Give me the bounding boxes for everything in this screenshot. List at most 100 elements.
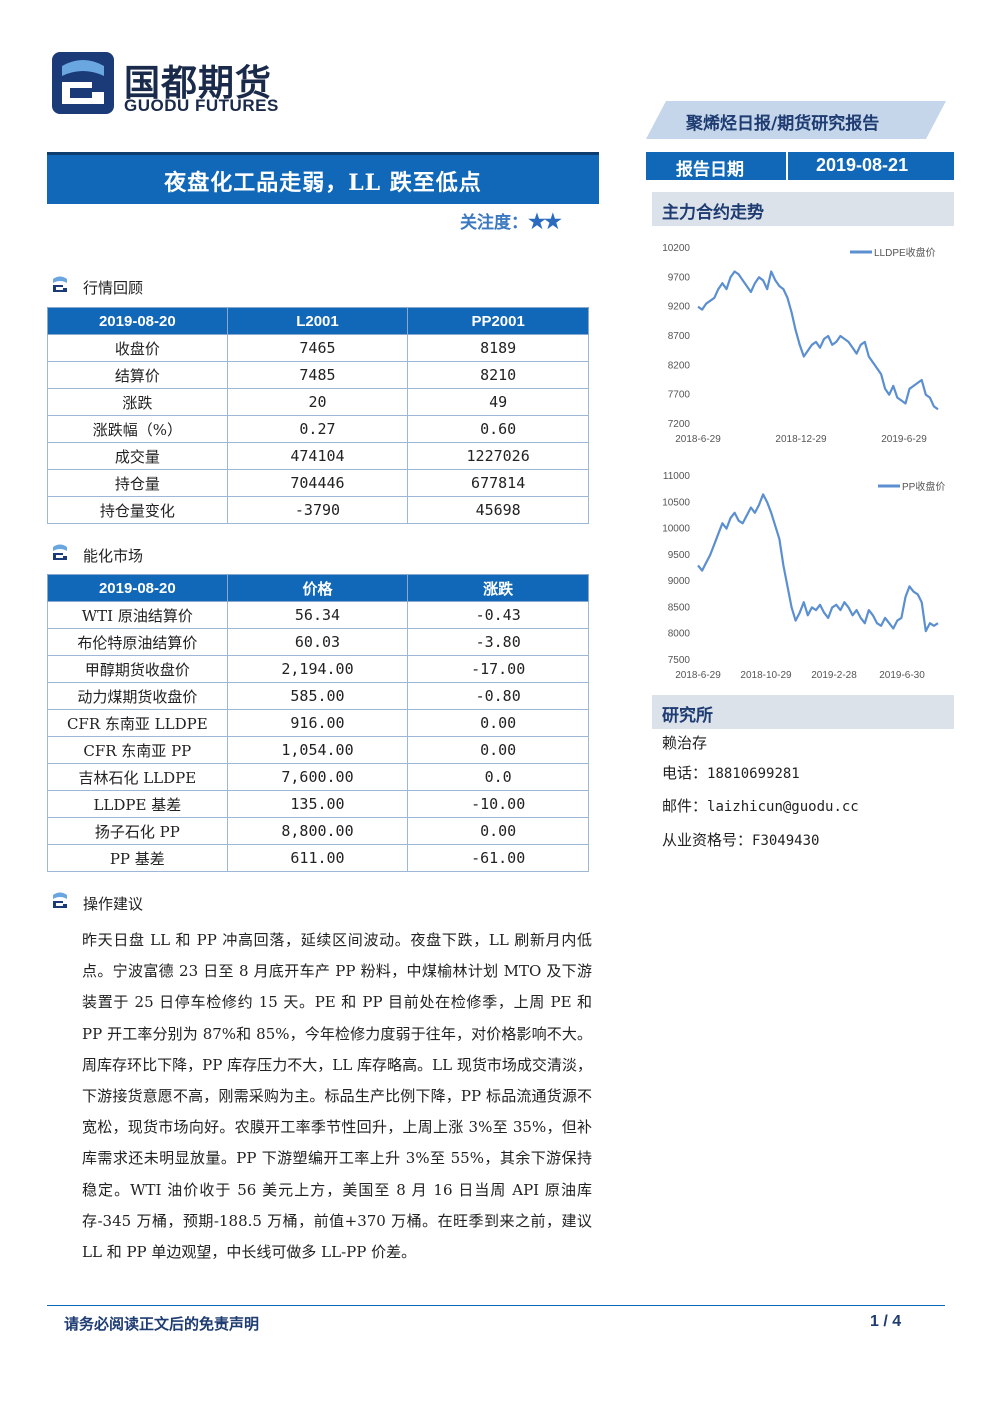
cell-value: 8189 (407, 334, 589, 362)
y-tick-label: 7700 (668, 390, 691, 401)
chart-section-header: 主力合约走势 (652, 192, 954, 226)
cell-value: -17.00 (407, 655, 589, 683)
y-tick-label: 8500 (668, 602, 691, 613)
date-divider (786, 152, 788, 180)
logo-mark-icon (52, 52, 114, 114)
attention-label: 关注度： (460, 213, 528, 233)
phone-label: 电话： (662, 764, 708, 782)
cell-value: 0.00 (407, 709, 589, 737)
table-row: PP 基差 611.00 -61.00 (47, 844, 589, 872)
cell-value: -0.43 (407, 601, 589, 629)
phone-value: 18810699281 (707, 766, 800, 782)
row-label: CFR 东南亚 PP (47, 736, 228, 764)
row-label: CFR 东南亚 LLDPE (47, 709, 228, 737)
market-review-table: 2019-08-20 L2001 PP2001 收盘价 7465 8189 结算价 7485… (47, 307, 589, 524)
report-date-label: 报告日期 (676, 160, 744, 180)
row-label: 布伦特原油结算价 (47, 628, 228, 656)
column-header: 涨跌 (407, 574, 589, 602)
cell-value: 56.34 (226, 601, 409, 629)
cell-value: 677814 (407, 469, 589, 497)
row-label: LLDPE 基差 (47, 790, 228, 818)
banner-shape (646, 101, 946, 139)
y-tick-label: 7500 (668, 655, 691, 666)
series-line (697, 493, 939, 633)
report-type-banner: 聚烯烃日报/期货研究报告 (646, 101, 946, 139)
column-header: PP2001 (407, 307, 589, 335)
cell-value: 704446 (226, 469, 409, 497)
license-label: 从业资格号： (662, 831, 753, 849)
cell-value: 0.00 (407, 736, 589, 764)
cell-value: 45698 (407, 496, 589, 524)
table-header-row: 2019-08-20 L2001 PP2001 (47, 307, 589, 335)
y-tick-label: 10200 (662, 243, 690, 254)
cell-value: 0.60 (407, 415, 589, 443)
cell-value: 60.03 (226, 628, 409, 656)
cell-value: 1227026 (407, 442, 589, 470)
cell-value: -10.00 (407, 790, 589, 818)
row-label: WTI 原油结算价 (47, 601, 228, 629)
cell-value: 0.27 (226, 415, 409, 443)
section-bullet-icon (53, 276, 67, 292)
column-header: L2001 (226, 307, 409, 335)
analyst-name: 赖治存 (662, 734, 708, 752)
row-label: 结算价 (47, 361, 228, 389)
x-tick-label: 2019-6-29 (881, 434, 927, 445)
table-row: 涨跌幅（%） 0.27 0.60 (47, 415, 589, 443)
legend-label: PP收盘价 (902, 480, 945, 493)
footer-divider (47, 1305, 945, 1306)
energy-market-table: 2019-08-20 价格 涨跌 WTI 原油结算价 56.34 -0.43 布伦特原油结… (47, 574, 589, 872)
table-row: CFR 东南亚 PP 1,054.00 0.00 (47, 736, 589, 764)
row-label: 涨跌幅（%） (47, 415, 228, 443)
cell-value: 8,800.00 (226, 817, 409, 845)
x-tick-label: 2018-10-29 (740, 670, 792, 681)
page-number: 1 / 4 (870, 1313, 902, 1330)
x-tick-label: 2018-6-29 (675, 670, 721, 681)
analyst-license: 从业资格号：F3049430 (662, 829, 819, 850)
table-row: 布伦特原油结算价 60.03 -3.80 (47, 628, 589, 656)
cell-value: 0.0 (407, 763, 589, 791)
footer-disclaimer: 请务必阅读正文后的免责声明 (64, 1315, 260, 1333)
cell-value: -3790 (226, 496, 409, 524)
y-tick-label: 8700 (668, 331, 691, 342)
table-row: 收盘价 7465 8189 (47, 334, 589, 362)
table-row: 甲醇期货收盘价 2,194.00 -17.00 (47, 655, 589, 683)
row-label: 收盘价 (47, 334, 228, 362)
section-label: 操作建议 (83, 895, 144, 913)
x-tick-label: 2018-6-29 (675, 434, 721, 445)
cell-value: 916.00 (226, 709, 409, 737)
report-date-bar: 报告日期 2019-08-21 (646, 152, 954, 180)
x-tick-label: 2018-12-29 (775, 434, 827, 445)
table-header-row: 2019-08-20 价格 涨跌 (47, 574, 589, 602)
guodu-logo: 国都期货 GUODU FUTURES (52, 52, 292, 116)
lldpe-price-chart: 7200 7700 8200 8700 9200 9700 10200 2018-6-29 20… (662, 243, 939, 445)
analyst-email: 邮件：laizhicun@guodu.cc (662, 795, 859, 816)
table-row: 动力煤期货收盘价 585.00 -0.80 (47, 682, 589, 710)
operation-advice-text: 昨天日盘 LL 和 PP 冲高回落，延续区间波动。夜盘下跌，LL 刷新月内低点。… (82, 931, 592, 1262)
y-tick-label: 7200 (668, 419, 691, 430)
table-row: WTI 原油结算价 56.34 -0.43 (47, 601, 589, 629)
y-tick-label: 11000 (663, 471, 691, 482)
table-row: CFR 东南亚 LLDPE 916.00 0.00 (47, 709, 589, 737)
section-bullet-icon (53, 892, 67, 908)
y-tick-label: 9000 (668, 576, 691, 587)
cell-value: 611.00 (226, 844, 409, 872)
section-bullet-icon (53, 544, 67, 560)
table-row: LLDPE 基差 135.00 -10.00 (47, 790, 589, 818)
x-tick-label: 2019-2-28 (811, 670, 857, 681)
cell-value: 474104 (226, 442, 409, 470)
cell-value: -0.80 (407, 682, 589, 710)
column-header: 2019-08-20 (47, 574, 228, 602)
row-label: 成交量 (47, 442, 228, 470)
table-row: 吉林石化 LLDPE 7,600.00 0.0 (47, 763, 589, 791)
table-row: 扬子石化 PP 8,800.00 0.00 (47, 817, 589, 845)
cell-value: 585.00 (226, 682, 409, 710)
y-tick-label: 10500 (662, 497, 690, 508)
row-label: 扬子石化 PP (47, 817, 228, 845)
table-row: 结算价 7485 8210 (47, 361, 589, 389)
license-value: F3049430 (752, 833, 820, 849)
row-label: 持仓量变化 (47, 496, 228, 524)
section-label: 行情回顾 (83, 279, 144, 297)
table-row: 持仓量 704446 677814 (47, 469, 589, 497)
column-header: 2019-08-20 (47, 307, 228, 335)
row-label: 吉林石化 LLDPE (47, 763, 228, 791)
